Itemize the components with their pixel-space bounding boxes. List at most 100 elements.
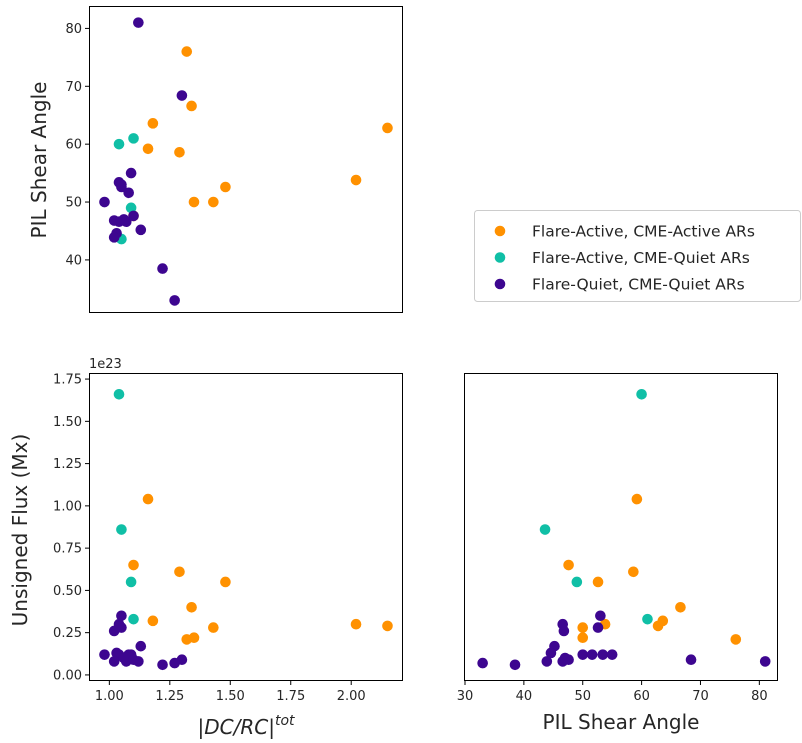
bottom-right-x-tick-label: 30 — [457, 689, 474, 704]
panels-layer: 40 50 60 70 80 0.00 0.25 0.50 0.75 1.00 1.25 1.50 1.… — [53, 17, 771, 704]
top-left-y-tick-label: 50 — [65, 196, 82, 211]
top-left-data-point — [123, 187, 134, 199]
bottom-right-data-point — [685, 654, 697, 666]
bottom-right-data-point — [730, 634, 742, 645]
top-left-series-0 — [128, 46, 393, 222]
top-left-data-point — [128, 133, 139, 144]
top-left-data-point — [208, 196, 219, 208]
bottom-left-plot-frame — [89, 373, 403, 681]
bottom-left-data-point — [350, 618, 362, 630]
bottom-right-data-point — [577, 649, 589, 660]
top-left-data-point — [147, 118, 159, 129]
top-left-panel: 40 50 60 70 80 — [65, 17, 393, 306]
bottom-left-x-tick-label: 1.25 — [155, 689, 184, 704]
bottom-left-data-point — [118, 652, 130, 664]
top-left-data-point — [133, 17, 144, 28]
legend-marker — [494, 252, 506, 263]
bottom-left-data-point — [135, 640, 147, 652]
bottom-right-series-2 — [477, 610, 771, 671]
bottom-left-x-tick-label: 1.00 — [95, 689, 124, 704]
bottom-left-data-point — [128, 559, 139, 571]
bottom-left-data-point — [147, 615, 159, 627]
top-left-y-tick-label: 40 — [65, 253, 82, 268]
top-left-data-point — [181, 46, 193, 57]
bottom-left-x-tick-label: 1.75 — [276, 689, 305, 704]
top-left-y-axis-label: PIL Shear Angle — [27, 82, 51, 239]
bottom-left-series-2 — [99, 610, 188, 671]
bottom-left-y-tick-label: 1.50 — [53, 415, 82, 430]
bottom-right-data-point — [592, 576, 604, 588]
bottom-right-data-point — [557, 618, 569, 630]
top-left-data-point — [135, 224, 147, 236]
top-left-data-point — [99, 196, 110, 208]
top-left-series-2 — [99, 17, 188, 306]
bottom-right-data-point — [545, 647, 557, 659]
bottom-right-series-0 — [563, 493, 742, 645]
bottom-left-x-tick-label: 2.00 — [337, 689, 366, 704]
top-left-data-point — [220, 181, 231, 193]
bottom-left-y-tick-label: 0.50 — [53, 584, 82, 599]
legend-label: Flare-Active, CME-Active ARs — [532, 223, 755, 241]
bottom-right-data-point — [509, 659, 521, 671]
bottom-right-data-point — [628, 566, 639, 578]
legend-marker — [494, 278, 506, 290]
bottom-left-y-offset-text: 1e23 — [89, 357, 122, 372]
bottom-right-x-tick-label: 40 — [516, 689, 533, 704]
bottom-left-data-point — [128, 654, 139, 666]
bottom-left-data-point — [116, 610, 127, 622]
top-left-data-point — [174, 146, 185, 158]
legend-entries: Flare-Active, CME-Active ARs Flare-Active… — [494, 223, 755, 294]
bottom-left-series-1 — [113, 388, 139, 625]
bottom-right-data-point — [636, 388, 647, 400]
bottom-right-data-point — [577, 622, 589, 633]
legend-marker — [494, 225, 506, 237]
top-left-y-tick-label: 80 — [65, 22, 82, 37]
bottom-left-y-tick-label: 1.25 — [53, 457, 82, 472]
top-left-y-tick-label: 70 — [65, 80, 82, 95]
legend-label: Flare-Active, CME-Quiet ARs — [532, 249, 750, 267]
top-left-series-1 — [113, 133, 139, 245]
bottom-left-data-point — [113, 618, 125, 630]
bottom-right-plot-frame — [464, 373, 778, 681]
bottom-right-data-point — [631, 493, 643, 505]
top-left-data-point — [113, 138, 125, 150]
bottom-right-data-point — [477, 657, 488, 669]
bottom-left-y-tick-label: 1.75 — [53, 373, 82, 388]
bottom-left-x-axis-label: |DC/RC|tot — [198, 713, 296, 739]
bottom-right-x-tick-label: 60 — [633, 689, 650, 704]
top-left-data-point — [108, 232, 120, 243]
top-left-data-point — [382, 122, 393, 134]
legend-label: Flare-Quiet, CME-Quiet ARs — [532, 276, 745, 294]
bottom-right-data-point — [597, 649, 609, 660]
legend: Flare-Active, CME-Active ARs Flare-Active… — [474, 210, 801, 302]
bottom-left-y-tick-label: 1.00 — [53, 499, 82, 514]
bottom-right-data-point — [541, 656, 553, 667]
bottom-right-data-point — [563, 559, 574, 571]
bottom-left-data-point — [116, 524, 127, 535]
bottom-left-data-point — [188, 632, 200, 644]
bottom-left-data-point — [220, 576, 231, 588]
top-left-data-point — [157, 263, 168, 274]
bottom-left-data-point — [113, 388, 125, 400]
bottom-left-x-tick-label: 1.50 — [216, 689, 245, 704]
bottom-right-data-point — [652, 620, 664, 632]
top-left-data-point — [128, 210, 139, 222]
bottom-left-data-point — [99, 649, 110, 660]
bottom-left-data-point — [157, 659, 168, 671]
bottom-right-data-point — [571, 576, 583, 588]
bottom-right-data-point — [675, 602, 686, 613]
top-left-data-point — [169, 295, 180, 306]
bottom-left-panel: 0.00 0.25 0.50 0.75 1.00 1.25 1.50 1.75 1.00 1.25… — [53, 373, 393, 704]
top-left-data-point — [142, 143, 154, 155]
bottom-right-series-1 — [539, 388, 653, 625]
bottom-left-data-point — [186, 602, 197, 613]
bottom-right-x-tick-label: 70 — [692, 689, 709, 704]
top-left-data-point — [186, 100, 197, 112]
bottom-right-data-point — [592, 622, 604, 633]
top-left-data-point — [176, 90, 188, 101]
bottom-left-data-point — [128, 613, 139, 625]
bottom-right-data-point — [759, 656, 771, 667]
bottom-left-y-tick-label: 0.00 — [53, 668, 82, 683]
bottom-left-y-tick-label: 0.75 — [53, 542, 82, 557]
